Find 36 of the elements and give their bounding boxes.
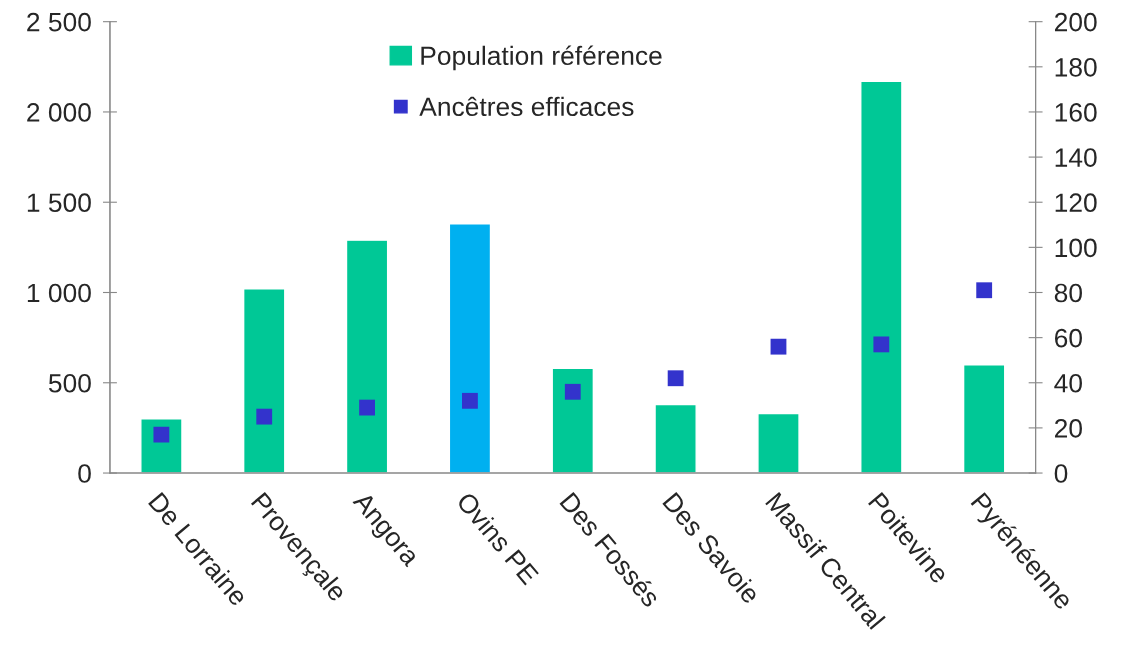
y2-tick-label: 20 (1054, 419, 1082, 438)
bar (551, 367, 595, 474)
point (462, 392, 478, 409)
point (667, 370, 684, 387)
bar (962, 364, 1006, 474)
y-tick-label: 1 500 (27, 193, 91, 213)
legend-label: Population référence (421, 45, 662, 71)
y-tick-label: 2 000 (27, 103, 91, 122)
legend-label: Ancêtres efficaces (419, 96, 634, 117)
y2-tick-label: 180 (1055, 57, 1097, 77)
bar (757, 412, 800, 474)
y-tick-label: 2 500 (27, 12, 91, 32)
y2-tick-label: 160 (1055, 103, 1097, 122)
point (770, 338, 787, 355)
y-tick-label: 1 000 (27, 283, 91, 303)
y-tick-label: 500 (48, 373, 91, 393)
point (873, 336, 890, 353)
bar (654, 403, 697, 474)
y2-tick-label: 0 (1054, 464, 1068, 483)
bar (242, 288, 286, 474)
y-tick-label: 0 (78, 464, 91, 483)
y2-tick-label: 140 (1055, 148, 1097, 167)
y2-tick-label: 80 (1054, 283, 1082, 303)
y2-tick-label: 100 (1055, 238, 1097, 258)
bar (860, 80, 903, 474)
point (976, 282, 993, 299)
point (256, 408, 273, 425)
point (359, 399, 375, 416)
point (153, 426, 170, 443)
bar (345, 239, 389, 474)
y2-tick-label: 60 (1055, 328, 1082, 348)
bar (448, 223, 492, 474)
point (564, 383, 581, 400)
y2-tick-label: 40 (1054, 373, 1082, 393)
y2-tick-label: 200 (1054, 12, 1097, 32)
y2-tick-label: 120 (1055, 193, 1097, 213)
